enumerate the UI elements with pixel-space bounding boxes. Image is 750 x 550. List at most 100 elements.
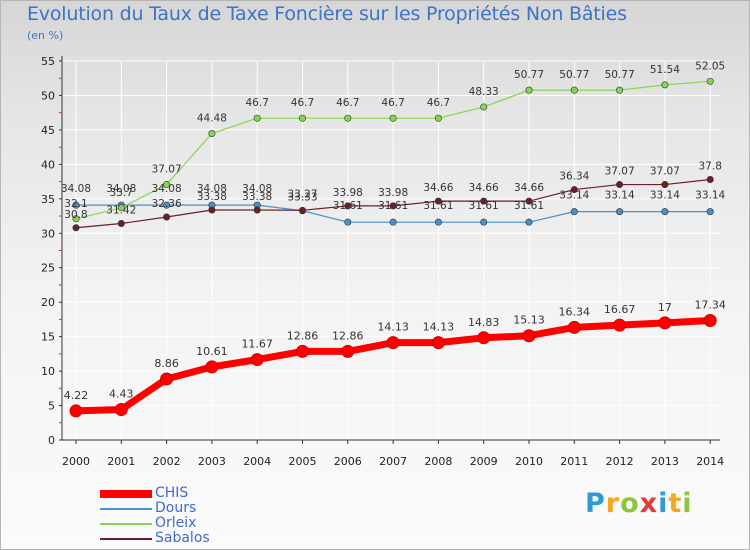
data-point-dours xyxy=(163,201,171,209)
data-label-dours: 31.61 xyxy=(333,200,363,212)
data-point-dours xyxy=(434,218,442,226)
data-label-chis: 16.67 xyxy=(604,303,636,316)
data-label-sabalos: 37.07 xyxy=(650,166,680,178)
data-label-sabalos: 33.33 xyxy=(287,191,317,203)
y-axis-unit: (en %) xyxy=(27,29,64,42)
data-point-orleix xyxy=(163,181,171,189)
x-tick-label: 2003 xyxy=(198,455,226,468)
data-point-sabalos xyxy=(72,224,80,232)
legend-label: Dours xyxy=(155,500,197,516)
data-label-dours: 31.61 xyxy=(514,200,544,212)
x-tick-label: 2009 xyxy=(470,455,498,468)
x-tick-label: 2001 xyxy=(107,455,135,468)
data-point-orleix xyxy=(570,86,578,94)
data-label-chis: 14.83 xyxy=(468,316,500,329)
data-point-sabalos xyxy=(253,206,261,214)
data-label-sabalos: 33.98 xyxy=(333,187,363,199)
legend-label: Orleix xyxy=(155,515,197,531)
legend-swatch xyxy=(100,538,152,540)
data-label-chis: 8.86 xyxy=(154,357,179,370)
x-tick-label: 2008 xyxy=(424,455,452,468)
data-label-orleix: 44.48 xyxy=(197,112,227,124)
legend-label: CHIS xyxy=(155,485,189,501)
data-label-sabalos: 34.66 xyxy=(423,182,453,194)
x-tick-label: 2002 xyxy=(153,455,181,468)
data-point-orleix xyxy=(706,77,714,85)
data-label-orleix: 46.7 xyxy=(336,97,359,109)
data-label-chis: 4.22 xyxy=(64,389,89,402)
data-label-orleix: 50.77 xyxy=(605,69,635,81)
data-point-sabalos xyxy=(389,202,397,210)
data-point-dours xyxy=(616,208,624,216)
y-tick-label: 35 xyxy=(41,193,55,206)
legend-swatch xyxy=(100,508,152,510)
data-point-chis xyxy=(431,336,445,350)
data-point-orleix xyxy=(253,114,261,122)
y-tick-label: 0 xyxy=(48,434,55,447)
data-point-dours xyxy=(570,208,578,216)
data-label-sabalos: 34.66 xyxy=(469,182,499,194)
data-point-chis xyxy=(567,320,581,334)
data-point-dours xyxy=(344,218,352,226)
data-label-sabalos: 37.8 xyxy=(699,161,722,173)
data-label-sabalos: 33.38 xyxy=(197,191,227,203)
data-label-orleix: 50.77 xyxy=(559,69,589,81)
proxiti-logo: Proxiti xyxy=(585,488,693,519)
logo-letter: r xyxy=(605,488,621,519)
data-label-sabalos: 33.98 xyxy=(378,187,408,199)
data-label-dours: 31.61 xyxy=(423,200,453,212)
data-point-dours xyxy=(480,218,488,226)
x-tick-label: 2013 xyxy=(651,455,679,468)
legend-swatch xyxy=(100,523,152,525)
data-label-orleix: 46.7 xyxy=(427,97,450,109)
data-point-chis xyxy=(703,314,717,328)
data-label-sabalos: 36.34 xyxy=(559,171,589,183)
data-label-sabalos: 33.38 xyxy=(242,191,272,203)
y-tick-label: 40 xyxy=(41,158,55,171)
data-label-sabalos: 34.66 xyxy=(514,182,544,194)
logo-letter: o xyxy=(620,488,640,519)
data-point-sabalos xyxy=(434,197,442,205)
data-point-chis xyxy=(69,404,83,418)
data-point-sabalos xyxy=(706,176,714,184)
data-point-sabalos xyxy=(208,206,216,214)
data-label-orleix: 51.54 xyxy=(650,64,680,76)
data-point-sabalos xyxy=(570,186,578,194)
data-label-orleix: 50.77 xyxy=(514,69,544,81)
data-point-orleix xyxy=(72,215,80,223)
data-label-sabalos: 30.8 xyxy=(64,209,87,221)
data-point-chis xyxy=(613,318,627,332)
data-point-sabalos xyxy=(616,181,624,189)
data-label-dours: 34.08 xyxy=(242,183,272,195)
data-point-chis xyxy=(296,344,309,358)
logo-letter: x xyxy=(639,488,659,519)
x-tick-label: 2014 xyxy=(696,455,724,468)
data-label-chis: 17.34 xyxy=(694,299,726,312)
x-tick-label: 2012 xyxy=(606,455,634,468)
data-label-chis: 15.13 xyxy=(513,314,545,327)
data-point-chis xyxy=(477,331,491,345)
data-label-orleix: 46.7 xyxy=(381,97,404,109)
data-point-chis xyxy=(160,372,174,386)
y-tick-label: 10 xyxy=(41,365,55,378)
data-label-chis: 10.61 xyxy=(196,345,228,358)
data-point-sabalos xyxy=(298,206,306,214)
data-label-chis: 12.86 xyxy=(287,329,319,342)
logo-letter: t xyxy=(668,488,683,519)
data-label-orleix: 37.07 xyxy=(152,164,182,176)
data-point-sabalos xyxy=(661,181,669,189)
data-point-sabalos xyxy=(344,202,352,210)
data-label-sabalos: 37.07 xyxy=(605,166,635,178)
x-tick-label: 2011 xyxy=(560,455,588,468)
data-point-orleix xyxy=(298,114,306,122)
chart-title: Evolution du Taux de Taxe Foncière sur l… xyxy=(27,3,627,25)
data-label-dours: 33.14 xyxy=(559,190,589,202)
data-point-sabalos xyxy=(480,197,488,205)
data-label-orleix: 46.7 xyxy=(246,97,269,109)
data-point-dours xyxy=(72,201,80,209)
x-tick-label: 2010 xyxy=(515,455,543,468)
x-tick-label: 2006 xyxy=(334,455,362,468)
y-tick-label: 25 xyxy=(41,262,55,275)
data-label-orleix: 48.33 xyxy=(469,86,499,98)
data-point-dours xyxy=(661,208,669,216)
